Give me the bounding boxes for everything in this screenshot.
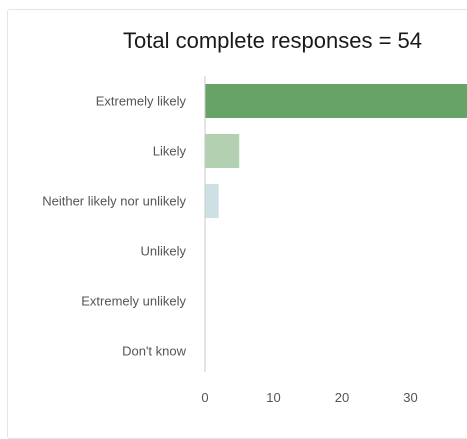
x-tick-label: 20 bbox=[335, 390, 349, 405]
category-label: Extremely unlikely bbox=[81, 294, 186, 309]
bar bbox=[205, 184, 219, 218]
category-label: Don't know bbox=[122, 344, 187, 359]
x-tick-label: 10 bbox=[266, 390, 280, 405]
bar bbox=[205, 134, 240, 168]
category-label: Likely bbox=[153, 144, 187, 159]
category-label: Neither likely nor unlikely bbox=[42, 194, 186, 209]
category-label: Extremely likely bbox=[96, 94, 187, 109]
x-tick-label: 0 bbox=[201, 390, 208, 405]
chart-panel bbox=[7, 9, 467, 439]
bar bbox=[205, 84, 467, 118]
category-label: Unlikely bbox=[140, 244, 186, 259]
bar-chart: Extremely likely Likely Neither likely nor… bbox=[42, 76, 467, 405]
chart-title: Total complete responses = 54 bbox=[123, 28, 423, 53]
x-tick-label: 30 bbox=[403, 390, 417, 405]
